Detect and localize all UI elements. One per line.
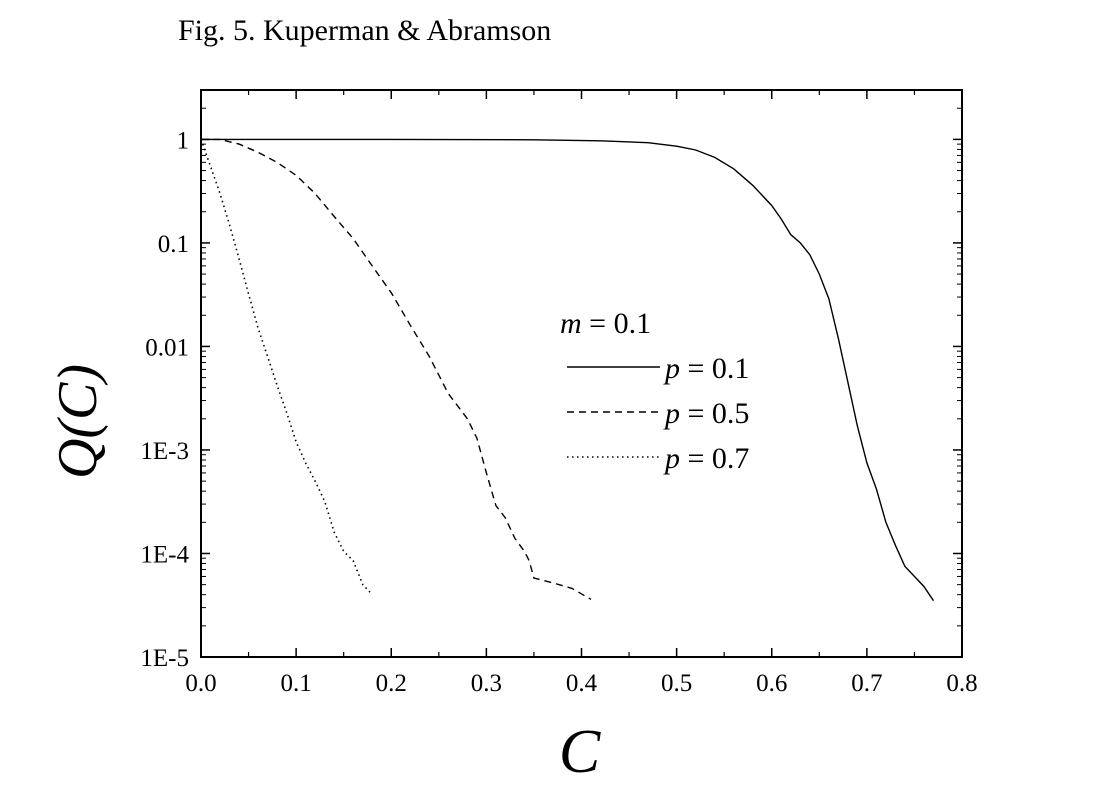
y-axis-title: Q(C) [47,364,109,479]
x-tick-label: 0.0 [185,670,216,697]
x-tick-label: 0.6 [756,670,787,697]
series-line-solid [201,138,935,602]
axis-titles: C Q(C) [47,364,601,786]
x-tick-label: 0.2 [376,670,407,697]
x-tick-label: 0.8 [946,670,977,697]
x-tick-label: 0.5 [661,670,692,697]
ticks: 0.0 0.1 0.2 0.3 0.4 0.5 0.6 0.7 0.8 1 0.1 0.01 1E-3 1… [140,90,978,697]
y-tick-label: 1 [177,127,190,154]
x-tick-label: 0.7 [851,670,882,697]
y-tick-label: 1E-4 [140,541,189,568]
legend-entry: p = 0.7 [663,442,749,475]
series-line-dotted [200,139,371,594]
legend-title: m = 0.1 [560,307,651,340]
axes [200,89,963,658]
y-tick-label: 0.01 [145,334,189,361]
legend: m = 0.1 p = 0.1 p = 0.5 p = 0.7 [560,307,749,475]
y-tick-label: 0.1 [158,231,189,258]
y-tick-label: 1E-5 [140,645,189,672]
x-tick-label: 0.4 [566,670,598,697]
figure-caption: Fig. 5. Kuperman & Abramson [178,14,552,47]
y-tick-label: 1E-3 [140,438,189,465]
legend-entry: p = 0.5 [663,397,749,430]
legend-entry: p = 0.1 [663,352,749,385]
x-axis-title: C [559,718,601,786]
x-tick-label: 0.1 [281,670,312,697]
x-tick-label: 0.3 [471,670,502,697]
series-lines [200,138,935,602]
series-line-dashed [201,138,592,601]
plot-frame [200,89,963,658]
